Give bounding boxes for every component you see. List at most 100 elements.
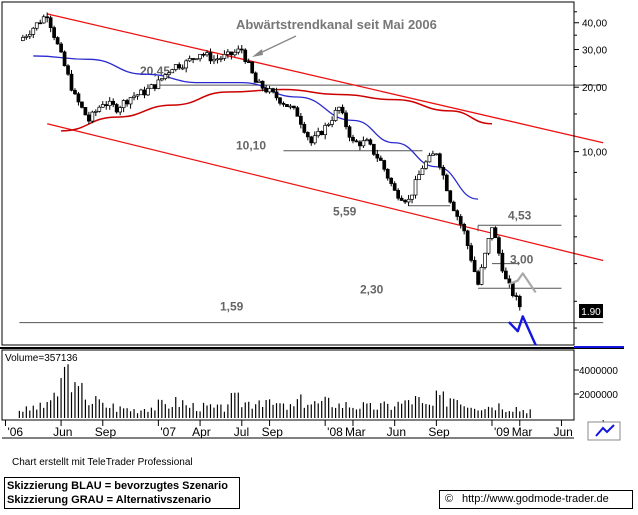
candle-body — [382, 160, 387, 170]
candle-body — [371, 143, 376, 155]
candle-body — [177, 64, 182, 69]
candle-body — [337, 106, 341, 111]
price-candles — [21, 12, 522, 311]
candle-body — [184, 60, 189, 69]
candle-body — [236, 48, 241, 53]
candle-body — [333, 110, 338, 121]
x-tick-label: '08 — [327, 425, 343, 439]
candle-body — [45, 16, 50, 19]
candle-body — [375, 153, 380, 159]
candle-body — [326, 123, 331, 126]
candle-body — [146, 87, 150, 96]
volume-y-axis: 4000000 2000000 — [573, 350, 618, 420]
x-tick-label: Sep — [262, 425, 284, 439]
x-tick-label: Jun — [387, 425, 406, 439]
candle-body — [274, 91, 279, 99]
candle-body — [69, 73, 74, 91]
candle-body — [299, 115, 303, 125]
candle-body — [271, 88, 275, 93]
legend-blue-text: Skizzierung BLAU = bevorzugtes Szenario — [7, 480, 228, 492]
candle-body — [476, 271, 480, 285]
candle-body — [222, 54, 227, 59]
price-y-axis: 40,00 30,00 20,00 10,00 — [573, 2, 607, 345]
level-label: 4,53 — [508, 208, 532, 222]
candle-body — [253, 72, 258, 83]
candle-body — [149, 84, 154, 89]
x-tick-label: Mar — [512, 425, 533, 439]
candle-body — [194, 58, 199, 61]
candle-body — [292, 105, 296, 109]
candle-body — [198, 53, 202, 60]
level-label: 5,59 — [333, 205, 357, 219]
channel-lower-line — [47, 123, 604, 262]
channel-title-arrow — [257, 35, 297, 55]
x-tick-label: Mar — [345, 425, 366, 439]
candle-body — [510, 282, 515, 296]
candle-body — [229, 51, 234, 56]
x-tick-label: Sep — [428, 425, 450, 439]
candle-body — [257, 80, 261, 83]
candle-body — [514, 295, 519, 297]
candle-body — [278, 97, 282, 104]
candle-body — [288, 105, 293, 108]
candle-body — [135, 94, 140, 97]
y-tick-label: 40,00 — [582, 19, 607, 30]
candle-body — [31, 27, 36, 35]
candle-body — [497, 237, 501, 254]
scenario-blue-path — [508, 315, 537, 346]
x-tick-label: Jun — [53, 425, 72, 439]
url-box[interactable]: © http://www.godmode-trader.de — [439, 490, 633, 509]
url-link[interactable]: http://www.godmode-trader.de — [462, 493, 609, 505]
x-tick-label: '07 — [160, 425, 176, 439]
x-tick-label: Sep — [95, 425, 117, 439]
candle-body — [319, 131, 324, 136]
candle-body — [406, 198, 411, 203]
candle-body — [52, 27, 56, 38]
candle-body — [403, 200, 407, 203]
candle-body — [385, 168, 390, 179]
y-tick-label: 10,00 — [582, 148, 607, 159]
x-tick-label: '09 — [494, 425, 510, 439]
candle-body — [434, 153, 439, 156]
candle-body — [441, 166, 446, 176]
volume-panel: Volume=357136 4000000 2000000 — [1, 349, 618, 421]
last-price-box — [579, 304, 603, 318]
candle-body — [66, 65, 70, 75]
y-tick-label: 20,00 — [582, 83, 607, 94]
candle-body — [302, 123, 307, 133]
price-panel-frame — [1, 1, 575, 346]
candle-body — [323, 125, 328, 136]
candle-body — [212, 58, 216, 62]
volume-tick-label: 4000000 — [579, 366, 618, 377]
candle-body — [59, 43, 63, 53]
candle-body — [187, 58, 192, 62]
candle-body — [111, 100, 116, 105]
candle-body — [41, 16, 46, 24]
zoom-button[interactable] — [587, 421, 621, 441]
candle-body — [153, 84, 157, 89]
candle-body — [201, 53, 206, 56]
candle-body — [420, 168, 425, 176]
candle-body — [507, 278, 512, 284]
candle-body — [444, 174, 449, 192]
candle-body — [392, 183, 397, 191]
candle-body — [205, 52, 209, 56]
candle-body — [107, 100, 112, 107]
candle-body — [354, 140, 359, 143]
candle-body — [215, 58, 220, 61]
candle-body — [114, 104, 119, 113]
candle-body — [309, 136, 314, 144]
candle-body — [27, 34, 32, 37]
legend-gray-text: Skizzierung GRAU = Alternativszenario — [7, 494, 212, 506]
candle-body — [156, 79, 161, 89]
candle-body — [427, 155, 432, 163]
candle-body — [448, 190, 453, 203]
candle-body — [239, 48, 244, 51]
candle-body — [413, 179, 418, 196]
channel-title: Abwärtstrendkanal seit Mai 2006 — [236, 17, 437, 32]
candle-body — [246, 61, 251, 63]
candle-body — [500, 252, 505, 272]
x-tick-label: Apr — [192, 425, 211, 439]
x-axis: '06 Jun Sep '07 Apr Jul Sep '08 Mar Jun Sep '09 Mar J… — [2, 420, 621, 441]
